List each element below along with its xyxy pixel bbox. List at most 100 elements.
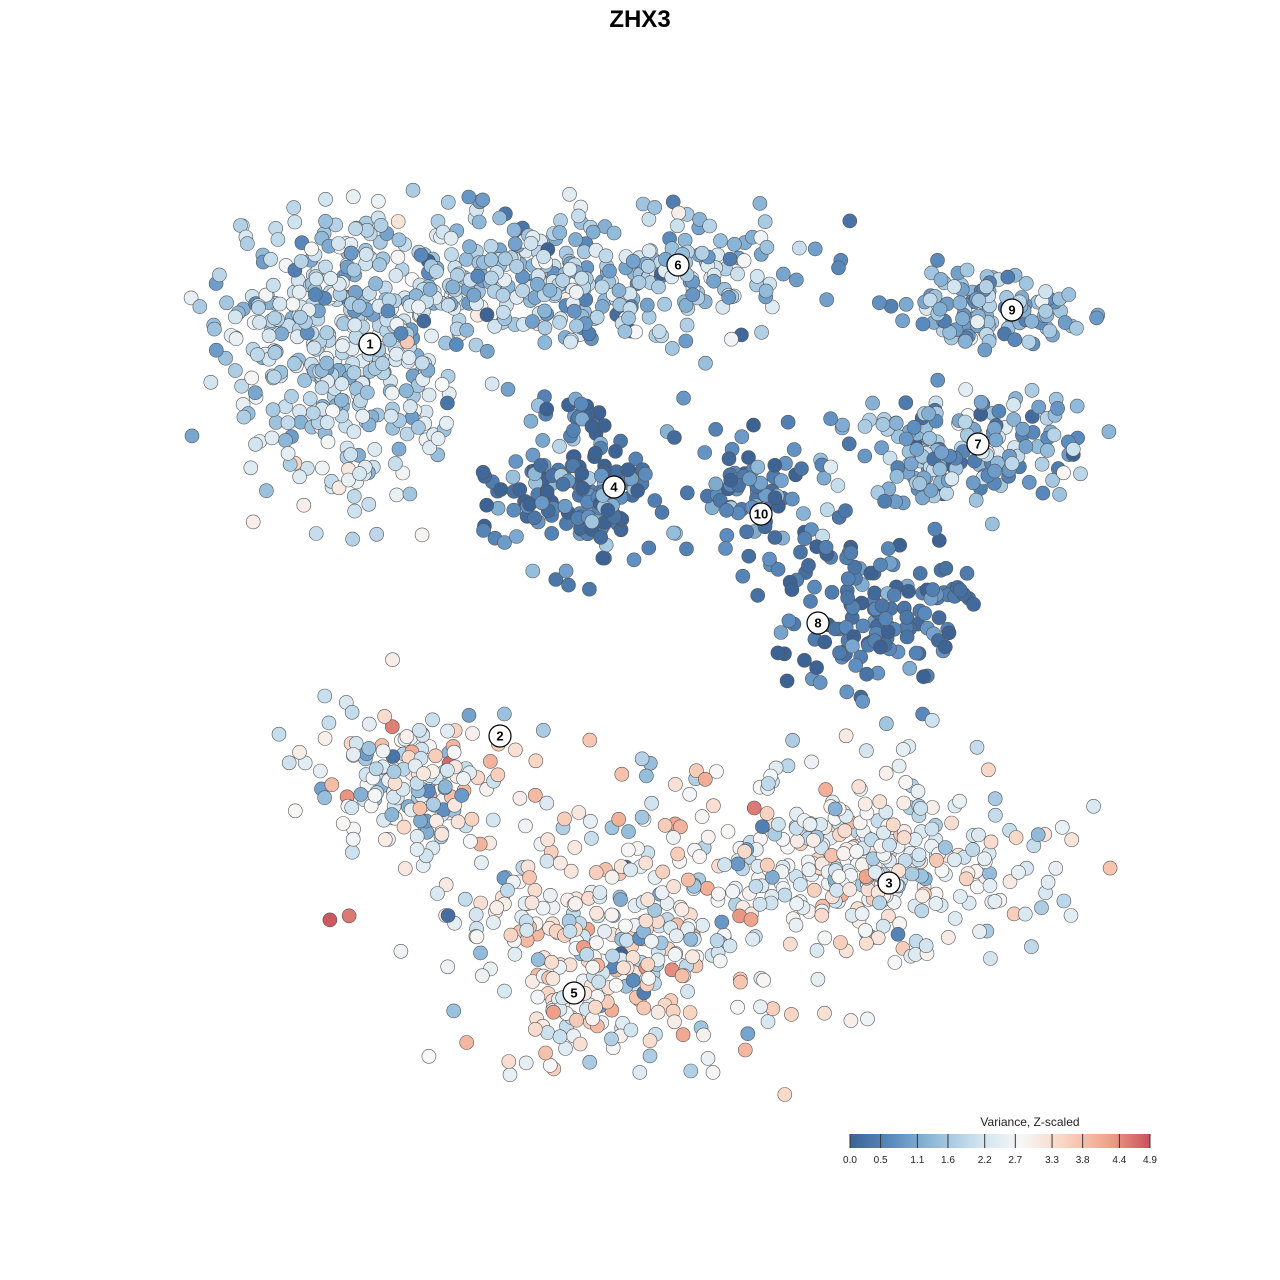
- cell-point: [259, 483, 274, 499]
- cell-point: [641, 309, 657, 325]
- cell-point: [1006, 412, 1022, 427]
- cell-point: [245, 514, 261, 530]
- cell-point: [375, 743, 391, 759]
- cell-point: [817, 930, 833, 946]
- cell-point: [1055, 820, 1070, 835]
- cell-point: [280, 446, 296, 461]
- cell-point: [346, 262, 362, 278]
- cell-point: [1056, 465, 1071, 481]
- cell-point: [358, 247, 374, 262]
- cell-point: [414, 355, 430, 371]
- cell-point: [878, 765, 894, 781]
- cell-point: [539, 795, 555, 811]
- cell-point: [880, 624, 896, 640]
- cell-point: [987, 791, 1003, 807]
- cell-point: [685, 287, 701, 303]
- cell-point: [725, 884, 741, 899]
- cell-point: [438, 877, 454, 893]
- cell-point: [552, 438, 567, 454]
- cell-point: [968, 492, 984, 508]
- cell-point: [657, 296, 672, 312]
- cell-point: [895, 313, 910, 329]
- cell-point: [228, 309, 243, 325]
- cell-point: [219, 295, 234, 311]
- cell-point: [584, 514, 600, 530]
- cell-point: [913, 801, 929, 816]
- cell-point: [563, 334, 578, 350]
- cell-point: [1018, 439, 1034, 454]
- cell-point: [958, 382, 974, 397]
- cell-point: [902, 660, 918, 676]
- cell-point: [944, 471, 960, 487]
- cell-point: [402, 486, 418, 502]
- cell-point: [596, 418, 612, 433]
- cell-point: [389, 346, 404, 362]
- cell-point: [679, 541, 694, 557]
- cell-point: [927, 521, 943, 537]
- cluster-label-text: 5: [570, 986, 577, 1001]
- cell-point: [597, 924, 612, 939]
- cluster-label-text: 9: [1008, 303, 1015, 318]
- cell-point: [258, 287, 274, 303]
- cell-point: [348, 221, 363, 236]
- cell-point: [930, 252, 945, 268]
- cell-point: [966, 596, 981, 612]
- cell-point: [495, 305, 511, 320]
- cell-point: [264, 430, 280, 446]
- cell-point: [456, 771, 471, 787]
- cell-point: [512, 482, 528, 497]
- cell-point: [484, 376, 500, 392]
- cell-point: [1002, 874, 1018, 890]
- cell-point: [525, 563, 541, 579]
- cluster-label-badge: [358, 332, 382, 356]
- cell-point: [534, 495, 550, 511]
- cell-point: [507, 946, 523, 962]
- cell-point: [555, 476, 571, 492]
- cell-point: [797, 531, 813, 547]
- cell-point: [506, 502, 522, 518]
- cell-point: [698, 355, 713, 371]
- cell-point: [620, 842, 636, 858]
- cell-point: [524, 895, 540, 911]
- cell-point: [347, 317, 363, 333]
- cell-point: [934, 445, 949, 460]
- cell-point: [525, 314, 540, 329]
- cluster-label-7: 7: [966, 432, 990, 456]
- cell-point: [692, 849, 707, 864]
- cell-point: [1038, 284, 1053, 299]
- cell-point: [548, 572, 564, 587]
- cluster-label-text: 6: [674, 258, 681, 273]
- cell-point: [468, 337, 484, 353]
- legend-tick-label: 0.5: [874, 1155, 888, 1166]
- cell-point: [748, 879, 764, 894]
- cell-point: [468, 907, 484, 922]
- cell-point: [367, 442, 383, 457]
- cell-point: [422, 282, 438, 297]
- cell-point: [482, 754, 498, 769]
- cell-point: [839, 684, 855, 700]
- cell-point: [562, 261, 578, 277]
- cell-point: [809, 660, 824, 676]
- cell-point: [754, 325, 769, 340]
- cell-point: [625, 972, 641, 988]
- cell-point: [705, 1065, 721, 1080]
- cell-point: [838, 503, 853, 519]
- cell-point: [682, 1005, 698, 1020]
- cell-point: [440, 908, 456, 923]
- cell-point: [545, 971, 561, 986]
- cell-point: [604, 869, 620, 885]
- cell-point: [823, 411, 838, 427]
- cell-point: [540, 832, 556, 848]
- cell-point: [878, 611, 893, 627]
- cluster-label-text: 10: [754, 507, 768, 522]
- cell-point: [439, 415, 454, 431]
- cell-point: [641, 243, 657, 259]
- cell-point: [824, 584, 840, 600]
- cell-point: [391, 232, 407, 248]
- cell-point: [530, 276, 545, 292]
- cell-point: [655, 864, 671, 880]
- cell-point: [786, 442, 802, 457]
- cell-point: [952, 582, 968, 598]
- cell-point: [525, 447, 541, 463]
- cell-point: [430, 431, 446, 446]
